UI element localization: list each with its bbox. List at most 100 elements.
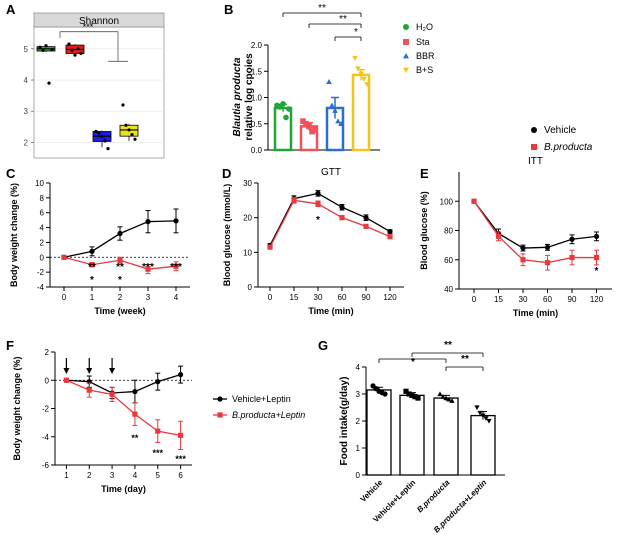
ytick-label-b: 1.0	[251, 94, 263, 103]
point-d	[363, 215, 369, 221]
point-g	[403, 388, 409, 394]
point-c	[89, 262, 95, 268]
point-d	[315, 201, 321, 207]
y-label-c: Body weight change (%)	[9, 183, 19, 287]
legend-marker-f	[217, 396, 223, 402]
point-f	[177, 372, 184, 378]
ytick-label-f: -6	[42, 461, 50, 470]
point-b	[332, 107, 338, 113]
xtick-label-e: 120	[590, 295, 604, 304]
point-d	[339, 215, 345, 221]
point-a	[94, 129, 98, 134]
bracket-label-b: **	[318, 3, 326, 14]
point-c	[117, 257, 123, 263]
xtick-label-f: 4	[133, 471, 138, 480]
xtick-label-d: 30	[314, 293, 323, 302]
bar-g	[470, 414, 496, 476]
ytick-label-d: 10	[243, 248, 252, 257]
xtick-label-d: 15	[290, 293, 299, 302]
annotation2-c: *	[90, 275, 94, 286]
annotation-e: *	[595, 266, 599, 277]
y-label-d: Blood glucose (mmol/L)	[222, 184, 232, 287]
annotation2-c: *	[118, 275, 122, 286]
ytick-label-g: 3	[356, 390, 361, 399]
point-a	[124, 123, 128, 127]
ytick-label-d: 0	[248, 283, 253, 292]
point-b	[309, 128, 315, 135]
point-c	[145, 219, 151, 225]
y-label-g: Food intake(g/day)	[339, 377, 350, 466]
point-b	[303, 120, 309, 127]
point-d	[387, 234, 393, 240]
legend-marker-b	[403, 24, 409, 30]
point-c	[117, 230, 123, 237]
bar-b	[273, 106, 293, 152]
legend-marker-b	[403, 39, 409, 45]
point-f	[132, 411, 138, 417]
panel-label-b: B	[224, 2, 233, 17]
arrow-head-f	[109, 368, 116, 374]
annotation-c: **	[116, 262, 124, 273]
point-g	[382, 391, 388, 397]
point-f	[63, 377, 70, 383]
bracket-label-b: **	[339, 14, 347, 25]
xtick-label-c: 4	[174, 293, 179, 302]
ytick-label-c: -2	[37, 268, 45, 277]
ytick-label-a: 4	[24, 76, 29, 85]
point-f	[109, 391, 115, 397]
xtick-label-d: 120	[383, 293, 397, 302]
point-e	[569, 236, 575, 242]
annotation-f: **	[131, 433, 139, 443]
xtick-label-d: 0	[268, 293, 273, 302]
arrow-head-f	[63, 368, 70, 374]
ytick-label-d: 20	[243, 214, 252, 223]
chart-title-d: GTT	[321, 167, 341, 178]
series-line-e	[473, 200, 597, 264]
ytick-label-b: 0.0	[251, 146, 263, 155]
point-e	[520, 257, 526, 263]
point-a	[79, 51, 83, 56]
ytick-label-a: 2	[24, 138, 29, 147]
x-label-d: Time (min)	[308, 306, 353, 316]
x-label-c: Time (week)	[94, 306, 145, 316]
point-g	[415, 395, 421, 401]
point-e	[471, 198, 477, 204]
ytick-label-g: 2	[356, 417, 361, 426]
xtick-label-e: 0	[472, 295, 477, 304]
point-a	[41, 48, 45, 52]
xtick-label-c: 0	[62, 293, 67, 302]
point-d	[339, 204, 345, 210]
point-b	[300, 118, 306, 124]
point-e	[593, 254, 600, 261]
annotation-d: *	[316, 215, 320, 226]
series-line-f	[66, 373, 181, 394]
ytick-label-f: 0	[45, 376, 50, 385]
legend-marker-b	[403, 67, 409, 73]
bracket-label-g: **	[444, 340, 452, 351]
xtick-label-f: 2	[87, 471, 92, 480]
xtick-label-f: 1	[64, 471, 69, 480]
point-b	[355, 66, 361, 72]
ytick-label-b: 2.0	[251, 41, 263, 50]
point-g	[437, 391, 443, 397]
point-g	[474, 405, 480, 411]
point-e	[544, 260, 551, 266]
xtick-label-e: 30	[519, 295, 528, 304]
ytick-label-e: 100	[440, 197, 454, 206]
legend-marker-cde	[531, 144, 537, 150]
point-a	[44, 44, 48, 48]
point-d	[267, 244, 273, 250]
point-c	[61, 254, 67, 260]
point-d	[315, 190, 321, 196]
point-f	[86, 387, 92, 393]
x-label-e: Time (min)	[513, 308, 558, 318]
point-g	[440, 394, 446, 399]
xtick-label-d: 90	[362, 293, 371, 302]
point-e	[544, 244, 551, 250]
point-b	[338, 120, 344, 126]
ytick-label-g: 1	[356, 444, 361, 453]
ytick-label-c: 10	[35, 179, 44, 188]
xtick-label-c: 2	[118, 293, 123, 302]
ytick-label-e: 40	[444, 285, 453, 294]
ytick-label-b: 0.5	[251, 120, 263, 129]
